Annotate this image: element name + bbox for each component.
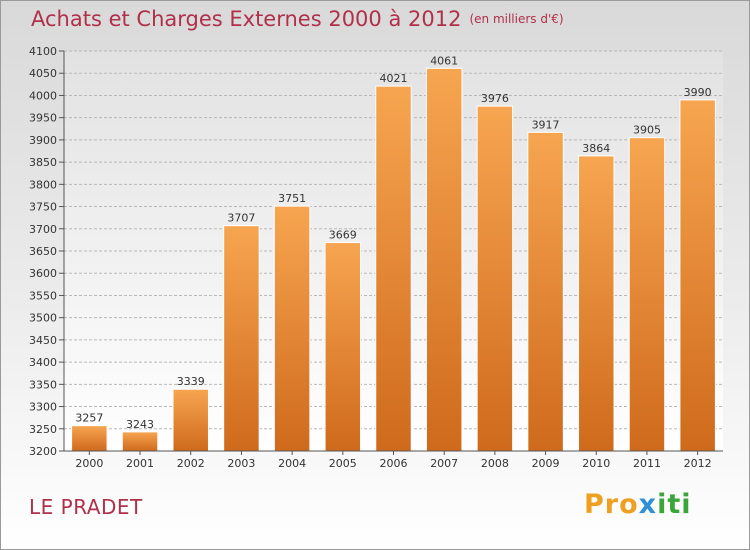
data-label: 3864: [582, 142, 610, 155]
x-tick-label: 2011: [633, 457, 661, 470]
bar: [375, 85, 412, 452]
x-tick-label: 2012: [684, 457, 712, 470]
x-tick-label: 2001: [126, 457, 154, 470]
x-tick-label: 2007: [430, 457, 458, 470]
bar: [273, 205, 311, 452]
y-tick-label: 3400: [29, 356, 57, 369]
y-tick-label: 3300: [29, 401, 57, 414]
y-tick-label: 3250: [29, 423, 57, 436]
location-label: LE PRADET: [29, 495, 143, 519]
data-label: 3990: [684, 86, 712, 99]
bar: [223, 225, 260, 452]
bar: [527, 131, 564, 452]
y-tick-label: 4050: [29, 67, 57, 80]
bar: [476, 105, 514, 452]
chart-title-text: Achats et Charges Externes 2000 à 2012: [31, 7, 462, 31]
chart-subtitle: (en milliers d'€): [469, 12, 564, 26]
x-tick-label: 2003: [227, 457, 255, 470]
bar: [425, 67, 463, 452]
x-tick-label: 2004: [278, 457, 306, 470]
bar: [71, 425, 108, 452]
data-label: 4061: [430, 54, 458, 67]
y-tick-label: 4100: [29, 45, 57, 58]
data-label: 3751: [278, 192, 306, 205]
y-tick-label: 3500: [29, 312, 57, 325]
bar: [172, 388, 209, 452]
x-tick-label: 2008: [481, 457, 509, 470]
bar: [679, 99, 716, 452]
x-tick-label: 2002: [177, 457, 205, 470]
y-tick-label: 3350: [29, 378, 57, 391]
y-tick-label: 3800: [29, 178, 57, 191]
y-tick-label: 3200: [29, 445, 57, 458]
y-tick-label: 3650: [29, 245, 57, 258]
x-tick-label: 2006: [380, 457, 408, 470]
y-tick-label: 3450: [29, 334, 57, 347]
proxiti-logo: Proxiti: [584, 489, 692, 520]
data-label: 3976: [481, 92, 509, 105]
bar: [121, 431, 159, 452]
x-tick-label: 2009: [532, 457, 560, 470]
y-tick-label: 3850: [29, 156, 57, 169]
y-tick-label: 3700: [29, 223, 57, 236]
data-label: 3917: [532, 118, 560, 131]
x-tick-label: 2010: [582, 457, 610, 470]
bar: [578, 155, 615, 452]
y-tick-label: 3950: [29, 112, 57, 125]
y-tick-label: 3550: [29, 289, 57, 302]
data-label: 4021: [380, 72, 408, 85]
x-tick-label: 2000: [75, 457, 103, 470]
data-label: 3905: [633, 124, 661, 137]
chart-title: Achats et Charges Externes 2000 à 2012 (e…: [31, 7, 564, 31]
bar: [628, 137, 666, 452]
x-tick-label: 2005: [329, 457, 357, 470]
data-label: 3257: [75, 412, 103, 425]
data-label: 3243: [126, 418, 154, 431]
data-label: 3339: [177, 375, 205, 388]
y-tick-label: 3750: [29, 201, 57, 214]
data-label: 3707: [227, 212, 255, 225]
y-tick-label: 3600: [29, 267, 57, 280]
y-tick-label: 4000: [29, 89, 57, 102]
data-label: 3669: [329, 229, 357, 242]
bar: [324, 242, 362, 452]
y-tick-label: 3900: [29, 134, 57, 147]
